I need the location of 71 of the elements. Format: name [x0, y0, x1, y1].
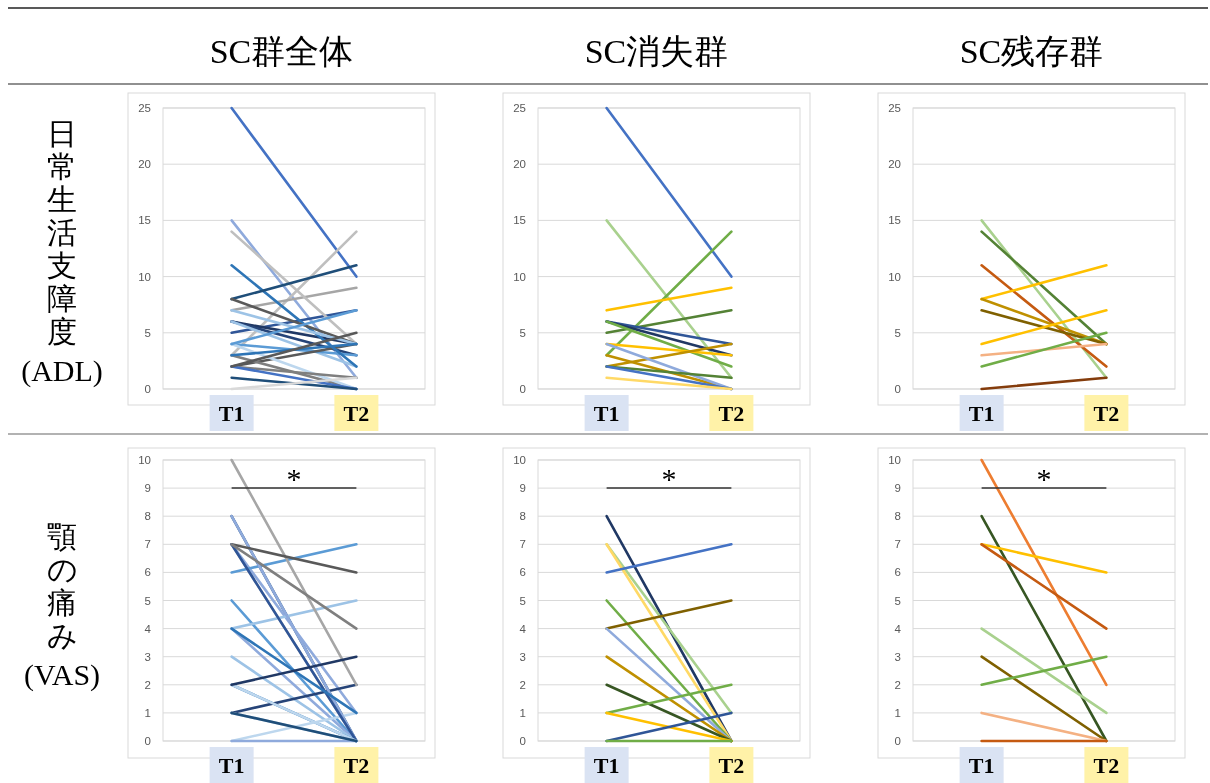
y-tick-label: 1 — [144, 706, 151, 719]
y-tick-label: 1 — [519, 706, 526, 719]
y-tick-label: 0 — [894, 735, 901, 748]
x-tick-label: T2 — [1093, 400, 1120, 426]
chart-title: SC消失群 — [584, 33, 729, 70]
x-tick-label: T1 — [968, 400, 995, 426]
y-tick-label: 10 — [888, 454, 901, 467]
x-tick-label: T1 — [593, 400, 620, 426]
y-tick-label: 20 — [513, 158, 526, 171]
y-tick-label: 20 — [138, 158, 151, 171]
annotation: * — [1036, 462, 1052, 496]
x-tick-label: T2 — [718, 752, 745, 778]
y-tick-label: 15 — [138, 214, 151, 227]
y-tick-label: 6 — [894, 566, 901, 579]
y-tick-label: 5 — [144, 594, 151, 607]
y-tick-label: 3 — [144, 650, 151, 663]
y-tick-label: 10 — [138, 454, 151, 467]
x-tick-label: T2 — [718, 400, 745, 426]
y-tick-label: 2 — [519, 678, 526, 691]
y-tick-label: 10 — [513, 270, 526, 283]
x-tick-label: T1 — [218, 752, 245, 778]
y-tick-label: 15 — [888, 214, 901, 227]
y-axis-title: 顎の痛み (VAS) — [23, 520, 101, 692]
x-tick-label: T2 — [343, 752, 370, 778]
x-tick-label: T1 — [218, 400, 245, 426]
y-tick-label: 9 — [144, 482, 151, 495]
y-tick-label: 10 — [888, 270, 901, 283]
y-tick-label: 7 — [144, 538, 151, 551]
y-tick-label: 8 — [894, 510, 901, 523]
y-tick-label: 25 — [888, 102, 901, 115]
y-tick-label: 4 — [894, 622, 902, 635]
y-tick-label: 25 — [513, 102, 526, 115]
annotation: * — [661, 462, 677, 496]
x-tick-label: T2 — [343, 400, 370, 426]
y-tick-label: 0 — [144, 383, 151, 396]
y-tick-label: 10 — [138, 270, 151, 283]
y-tick-label: 5 — [894, 594, 901, 607]
y-tick-label: 5 — [894, 326, 901, 339]
y-tick-label: 4 — [519, 622, 527, 635]
chart-title: SC群全体 — [209, 33, 354, 70]
x-tick-label: T1 — [968, 752, 995, 778]
annotation: * — [286, 462, 302, 496]
y-tick-label: 10 — [513, 454, 526, 467]
y-tick-label: 7 — [894, 538, 901, 551]
y-tick-label: 9 — [519, 482, 526, 495]
y-tick-label: 2 — [894, 678, 901, 691]
y-tick-label: 8 — [519, 510, 526, 523]
y-axis-title: 日常生活支障度 (ADL) — [21, 116, 103, 388]
x-tick-label: T1 — [593, 752, 620, 778]
y-tick-label: 6 — [144, 566, 151, 579]
y-tick-label: 7 — [519, 538, 526, 551]
y-tick-label: 15 — [513, 214, 526, 227]
y-tick-label: 0 — [519, 735, 526, 748]
y-tick-label: 1 — [894, 706, 901, 719]
y-tick-label: 3 — [519, 650, 526, 663]
y-tick-label: 0 — [894, 383, 901, 396]
y-tick-label: 2 — [144, 678, 151, 691]
y-tick-label: 6 — [519, 566, 526, 579]
y-tick-label: 5 — [144, 326, 151, 339]
x-tick-label: T2 — [1093, 752, 1120, 778]
y-tick-label: 4 — [144, 622, 152, 635]
y-tick-label: 5 — [519, 594, 526, 607]
y-tick-label: 20 — [888, 158, 901, 171]
y-tick-label: 8 — [144, 510, 151, 523]
y-tick-label: 0 — [144, 735, 151, 748]
y-tick-label: 25 — [138, 102, 151, 115]
y-tick-label: 0 — [519, 383, 526, 396]
y-tick-label: 9 — [894, 482, 901, 495]
y-tick-label: 3 — [894, 650, 901, 663]
y-tick-label: 5 — [519, 326, 526, 339]
chart-title: SC残存群 — [959, 33, 1104, 70]
